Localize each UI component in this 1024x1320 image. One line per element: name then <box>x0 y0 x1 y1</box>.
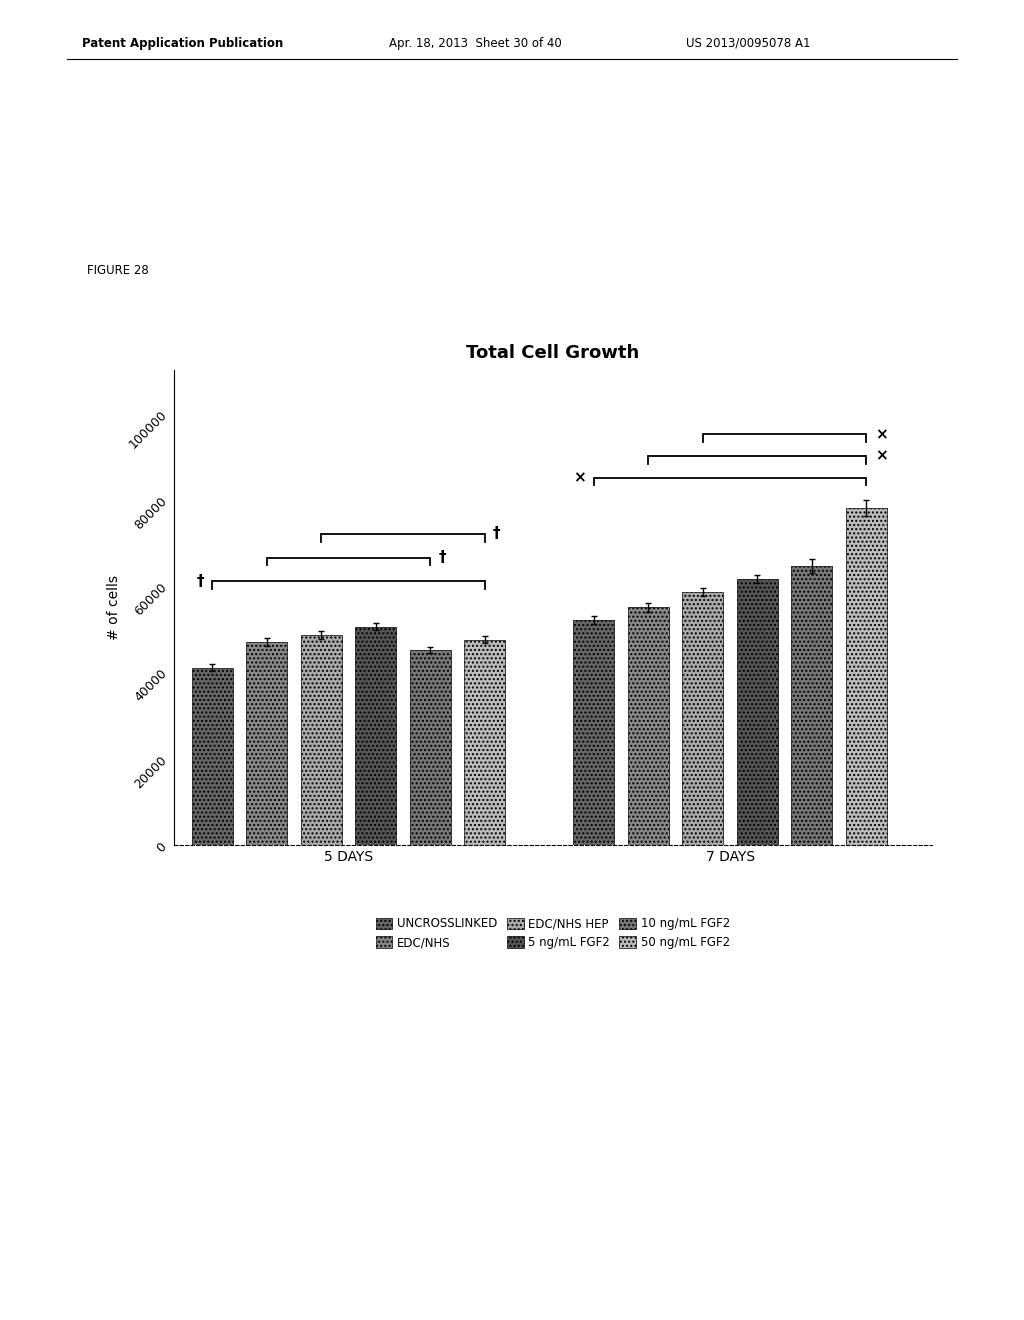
Bar <box>737 579 778 845</box>
Text: Apr. 18, 2013  Sheet 30 of 40: Apr. 18, 2013 Sheet 30 of 40 <box>389 37 562 50</box>
Text: ×: × <box>572 470 586 486</box>
Bar <box>355 627 396 845</box>
Bar <box>628 607 669 845</box>
Bar <box>191 668 232 845</box>
Text: US 2013/0095078 A1: US 2013/0095078 A1 <box>686 37 811 50</box>
Bar <box>464 640 505 845</box>
Bar <box>682 593 723 845</box>
Bar <box>792 566 833 845</box>
Y-axis label: # of cells: # of cells <box>106 574 121 640</box>
Legend: UNCROSSLINKED, EDC/NHS, EDC/NHS HEP, 5 ng/mL FGF2, 10 ng/mL FGF2, 50 ng/mL FGF2: UNCROSSLINKED, EDC/NHS, EDC/NHS HEP, 5 n… <box>376 917 730 949</box>
Bar <box>846 508 887 845</box>
Text: †: † <box>493 527 501 541</box>
Bar <box>247 642 287 845</box>
Text: ×: × <box>874 426 888 442</box>
Text: ×: × <box>874 449 888 463</box>
Bar <box>301 635 342 845</box>
Text: †: † <box>197 574 204 589</box>
Text: †: † <box>438 550 446 565</box>
Bar <box>410 651 451 845</box>
Text: Patent Application Publication: Patent Application Publication <box>82 37 284 50</box>
Title: Total Cell Growth: Total Cell Growth <box>466 345 640 363</box>
Bar <box>573 620 614 845</box>
Text: FIGURE 28: FIGURE 28 <box>87 264 148 277</box>
